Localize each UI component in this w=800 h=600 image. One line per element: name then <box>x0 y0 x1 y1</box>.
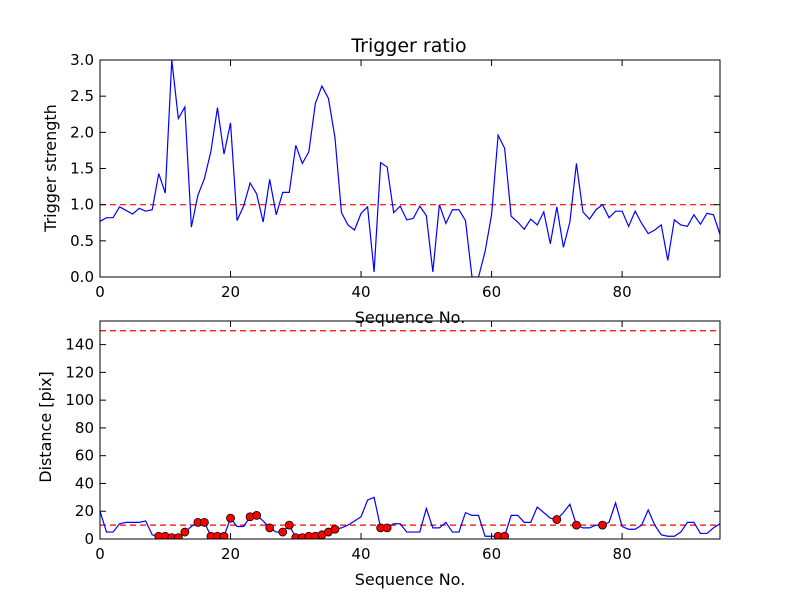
trigger-y-axis-label: Trigger strength <box>41 104 60 233</box>
distance-y-tick-label: 140 <box>65 336 94 354</box>
trigger-series-line <box>100 60 720 277</box>
distance-marker-point <box>598 520 607 530</box>
trigger-y-tick-label: 0.5 <box>70 232 94 250</box>
distance-marker-point <box>330 524 340 534</box>
trigger-y-tick-label: 2.5 <box>70 87 94 105</box>
distance-x-tick-label: 0 <box>95 545 105 563</box>
distance-marker-point <box>200 517 209 527</box>
chart-title: Trigger ratio <box>350 35 466 57</box>
distance-marker-point <box>180 527 190 537</box>
trigger-x-axis-label: Sequence No. <box>355 308 466 327</box>
distance-marker-point <box>382 523 392 533</box>
distance-x-tick-label: 80 <box>613 545 632 563</box>
distance-plot-frame <box>99 320 721 540</box>
trigger-x-ticks: 0 20 40 60 80 <box>95 60 632 301</box>
distance-marker-point <box>500 531 510 539</box>
distance-marker-point <box>252 510 262 520</box>
trigger-plot-area <box>100 60 720 277</box>
trigger-y-tick-label: 0.0 <box>70 268 94 286</box>
distance-marker-point <box>278 527 288 537</box>
distance-y-ticks: 0 20 40 60 80 100 120 140 <box>65 336 720 548</box>
distance-marker-point <box>572 520 581 530</box>
distance-marker-point <box>173 533 183 539</box>
trigger-x-tick-label: 20 <box>221 283 240 301</box>
trigger-x-tick-label: 80 <box>613 283 632 301</box>
trigger-y-tick-label: 1.5 <box>70 160 94 178</box>
distance-marker-point <box>552 515 562 524</box>
distance-x-ticks: 0 20 40 60 80 <box>95 321 632 563</box>
distance-x-tick-label: 20 <box>221 545 240 563</box>
trigger-y-tick-label: 1.0 <box>70 196 94 214</box>
trigger-y-tick-label: 2.0 <box>70 123 94 141</box>
distance-y-tick-label: 40 <box>75 474 94 492</box>
distance-marker-point <box>219 531 229 539</box>
distance-y-tick-label: 60 <box>75 447 94 465</box>
trigger-plot-frame <box>99 59 721 278</box>
distance-marker-point <box>265 523 275 533</box>
distance-y-tick-label: 80 <box>75 419 94 437</box>
distance-y-tick-label: 20 <box>75 502 94 520</box>
trigger-x-tick-label: 60 <box>482 283 501 301</box>
distance-plot-area <box>100 330 720 539</box>
trigger-x-tick-label: 0 <box>95 283 105 301</box>
trigger-y-ticks: 0.0 0.5 1.0 1.5 2.0 2.5 3.0 <box>70 51 720 286</box>
distance-x-tick-label: 40 <box>352 545 371 563</box>
distance-marker-point <box>226 513 235 523</box>
distance-y-tick-label: 120 <box>65 363 94 381</box>
distance-chart: 0 20 40 60 80 0 20 40 60 80 100 120 140 Sequence No… <box>36 320 721 589</box>
trigger-y-tick-label: 3.0 <box>70 51 94 69</box>
trigger-x-tick-label: 40 <box>352 283 371 301</box>
distance-y-tick-label: 0 <box>84 530 94 548</box>
distance-x-axis-label: Sequence No. <box>355 570 466 589</box>
distance-marker-point <box>284 520 294 530</box>
distance-series-line <box>100 496 720 539</box>
distance-x-tick-label: 60 <box>482 545 501 563</box>
trigger-ratio-chart: Trigger ratio 0 20 40 60 80 0.0 0.5 1.0 1.5 2.0 2… <box>41 35 721 327</box>
distance-y-tick-label: 100 <box>65 391 94 409</box>
distance-y-axis-label: Distance [pix] <box>36 371 55 483</box>
